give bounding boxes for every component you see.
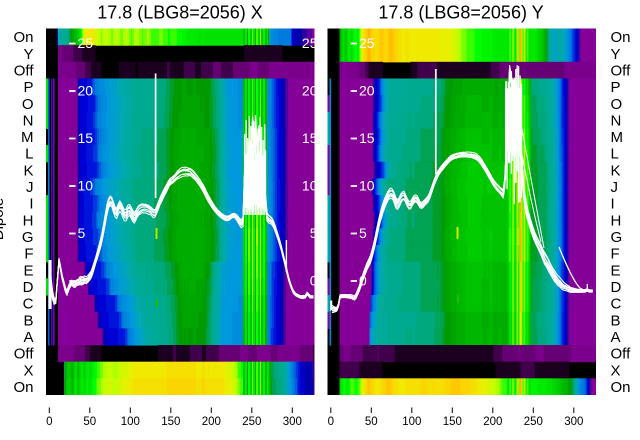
svg-text:A: A: [611, 329, 621, 346]
svg-text:Y: Y: [611, 46, 621, 63]
svg-text:150: 150: [443, 416, 462, 428]
svg-text:On: On: [611, 379, 631, 396]
svg-text:250: 250: [242, 416, 261, 428]
svg-text:F: F: [611, 246, 620, 263]
svg-text:Off: Off: [14, 62, 35, 79]
svg-text:H: H: [23, 212, 34, 229]
svg-text:0: 0: [359, 273, 367, 289]
svg-text:25: 25: [78, 35, 94, 51]
svg-text:O: O: [22, 96, 34, 113]
svg-text:B: B: [611, 312, 621, 329]
svg-text:100: 100: [121, 416, 140, 428]
svg-text:D: D: [611, 279, 622, 296]
svg-text:Y: Y: [23, 46, 33, 63]
svg-text:F: F: [24, 246, 33, 263]
svg-text:0: 0: [78, 273, 86, 289]
svg-text:5: 5: [310, 225, 318, 241]
svg-text:J: J: [611, 179, 619, 196]
svg-text:H: H: [611, 212, 622, 229]
svg-text:M: M: [21, 129, 34, 146]
svg-text:300: 300: [283, 416, 302, 428]
svg-text:250: 250: [524, 416, 543, 428]
svg-text:Off: Off: [14, 346, 35, 363]
svg-text:25: 25: [302, 35, 318, 51]
svg-text:L: L: [25, 146, 33, 163]
svg-text:K: K: [611, 162, 621, 179]
svg-text:G: G: [22, 229, 34, 246]
svg-text:0: 0: [310, 273, 318, 289]
svg-text:P: P: [23, 79, 33, 96]
svg-text:150: 150: [161, 416, 180, 428]
svg-text:10: 10: [302, 178, 318, 194]
svg-text:C: C: [23, 296, 34, 313]
svg-text:M: M: [611, 129, 624, 146]
svg-text:20: 20: [302, 83, 318, 99]
svg-text:X: X: [611, 362, 621, 379]
svg-text:O: O: [611, 96, 623, 113]
svg-text:50: 50: [365, 416, 378, 428]
svg-text:200: 200: [483, 416, 502, 428]
svg-text:N: N: [611, 112, 622, 129]
svg-text:G: G: [611, 229, 623, 246]
svg-text:K: K: [23, 162, 33, 179]
svg-text:20: 20: [78, 83, 94, 99]
svg-text:D: D: [23, 279, 34, 296]
svg-text:C: C: [611, 296, 622, 313]
svg-text:200: 200: [202, 416, 221, 428]
svg-text:17.8 (LBG8=2056) Y: 17.8 (LBG8=2056) Y: [378, 3, 543, 23]
svg-text:5: 5: [359, 225, 367, 241]
svg-text:On: On: [13, 29, 33, 46]
svg-text:0: 0: [328, 416, 334, 428]
svg-text:X: X: [23, 362, 33, 379]
svg-text:J: J: [26, 179, 34, 196]
svg-text:10: 10: [78, 178, 94, 194]
svg-text:50: 50: [83, 416, 96, 428]
svg-text:L: L: [611, 146, 619, 163]
svg-text:0: 0: [46, 416, 52, 428]
svg-text:300: 300: [564, 416, 583, 428]
svg-text:5: 5: [78, 225, 86, 241]
svg-text:I: I: [29, 196, 33, 213]
svg-text:15: 15: [302, 130, 318, 146]
svg-text:I: I: [611, 196, 615, 213]
svg-text:Off: Off: [611, 62, 632, 79]
svg-text:E: E: [23, 262, 33, 279]
svg-text:Dipole: Dipole: [0, 198, 7, 241]
svg-text:25: 25: [359, 35, 375, 51]
svg-text:Off: Off: [611, 346, 632, 363]
svg-text:100: 100: [402, 416, 421, 428]
svg-text:10: 10: [359, 178, 375, 194]
svg-text:17.8 (LBG8=2056) X: 17.8 (LBG8=2056) X: [97, 3, 263, 23]
svg-text:P: P: [611, 79, 621, 96]
svg-text:On: On: [13, 379, 33, 396]
svg-text:15: 15: [359, 130, 375, 146]
svg-text:20: 20: [359, 83, 375, 99]
svg-text:E: E: [611, 262, 621, 279]
svg-text:15: 15: [78, 130, 94, 146]
svg-text:On: On: [611, 29, 631, 46]
svg-text:A: A: [23, 329, 33, 346]
svg-text:N: N: [23, 112, 34, 129]
svg-text:B: B: [23, 312, 33, 329]
